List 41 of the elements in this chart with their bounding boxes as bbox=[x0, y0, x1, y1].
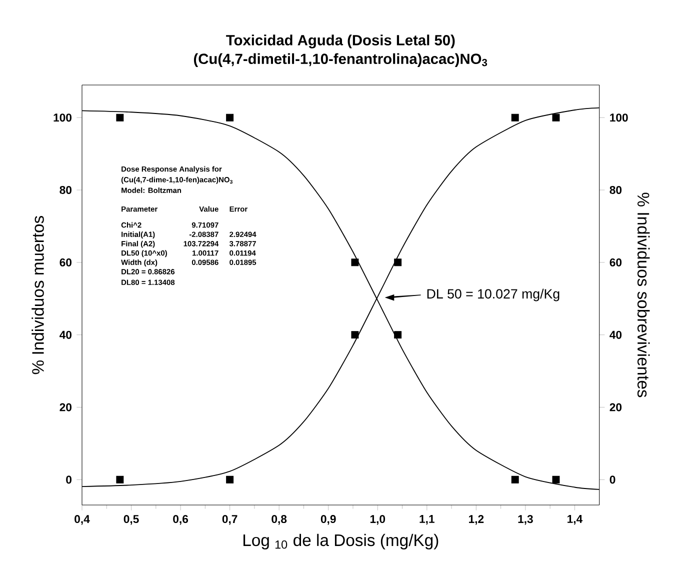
y2-tick-label: 60 bbox=[610, 258, 622, 266]
chart-subtitle: (Cu(4,7-dimetil-1,10-fenantrolina)acac)NO$_{3}$ bbox=[194, 53, 488, 67]
point bbox=[552, 114, 560, 122]
point bbox=[351, 258, 359, 266]
point bbox=[351, 331, 359, 339]
y-tick-label: 80 bbox=[60, 186, 72, 194]
y-tick-label: 40 bbox=[60, 330, 72, 339]
chart-title: Toxicidad Aguda (Dosis Letal 50) bbox=[226, 34, 455, 48]
x-tick-label: 1,2 bbox=[469, 515, 484, 525]
y2-tick-label: 80 bbox=[610, 186, 622, 194]
point bbox=[226, 476, 234, 484]
point bbox=[394, 258, 402, 266]
x-tick-label: 0,9 bbox=[320, 515, 336, 525]
annotation: DL 50 = 10.027 mg/Kg bbox=[427, 288, 560, 302]
point bbox=[552, 476, 560, 484]
y-axis-title: % Individuos muertos bbox=[32, 216, 44, 374]
y-tick-label: 20 bbox=[60, 403, 72, 412]
x-tick-label: 0,5 bbox=[124, 515, 139, 525]
x-tick-label: 1,1 bbox=[420, 515, 434, 525]
x-tick-label: 0,8 bbox=[272, 515, 287, 525]
x-axis-title: Log $_{10}$ de la Dosis (mg/Kg) bbox=[244, 534, 438, 550]
y-tick-label: 100 bbox=[54, 114, 72, 122]
x-tick-label: 1,0 bbox=[370, 515, 386, 525]
point bbox=[116, 476, 124, 484]
point bbox=[511, 114, 519, 122]
x-tick-label: 1,4 bbox=[568, 515, 583, 525]
x-tick-label: 0,4 bbox=[74, 515, 90, 525]
y2-tick-label: 20 bbox=[610, 403, 622, 412]
point bbox=[226, 114, 234, 122]
y2-tick-label: 0 bbox=[610, 476, 616, 484]
y-tick-label: 60 bbox=[60, 258, 72, 266]
point bbox=[394, 331, 402, 339]
point bbox=[116, 114, 124, 122]
y2-axis-title: % Individuos sobrevivientes bbox=[637, 192, 650, 398]
x-tick-label: 0,6 bbox=[173, 515, 188, 525]
x-tick-label: 1,3 bbox=[518, 515, 533, 525]
point bbox=[511, 476, 519, 484]
y-tick-label: 0 bbox=[66, 476, 72, 484]
y2-tick-label: 40 bbox=[610, 330, 622, 339]
x-tick-label: 0,7 bbox=[222, 515, 238, 525]
y2-tick-label: 100 bbox=[610, 114, 628, 122]
